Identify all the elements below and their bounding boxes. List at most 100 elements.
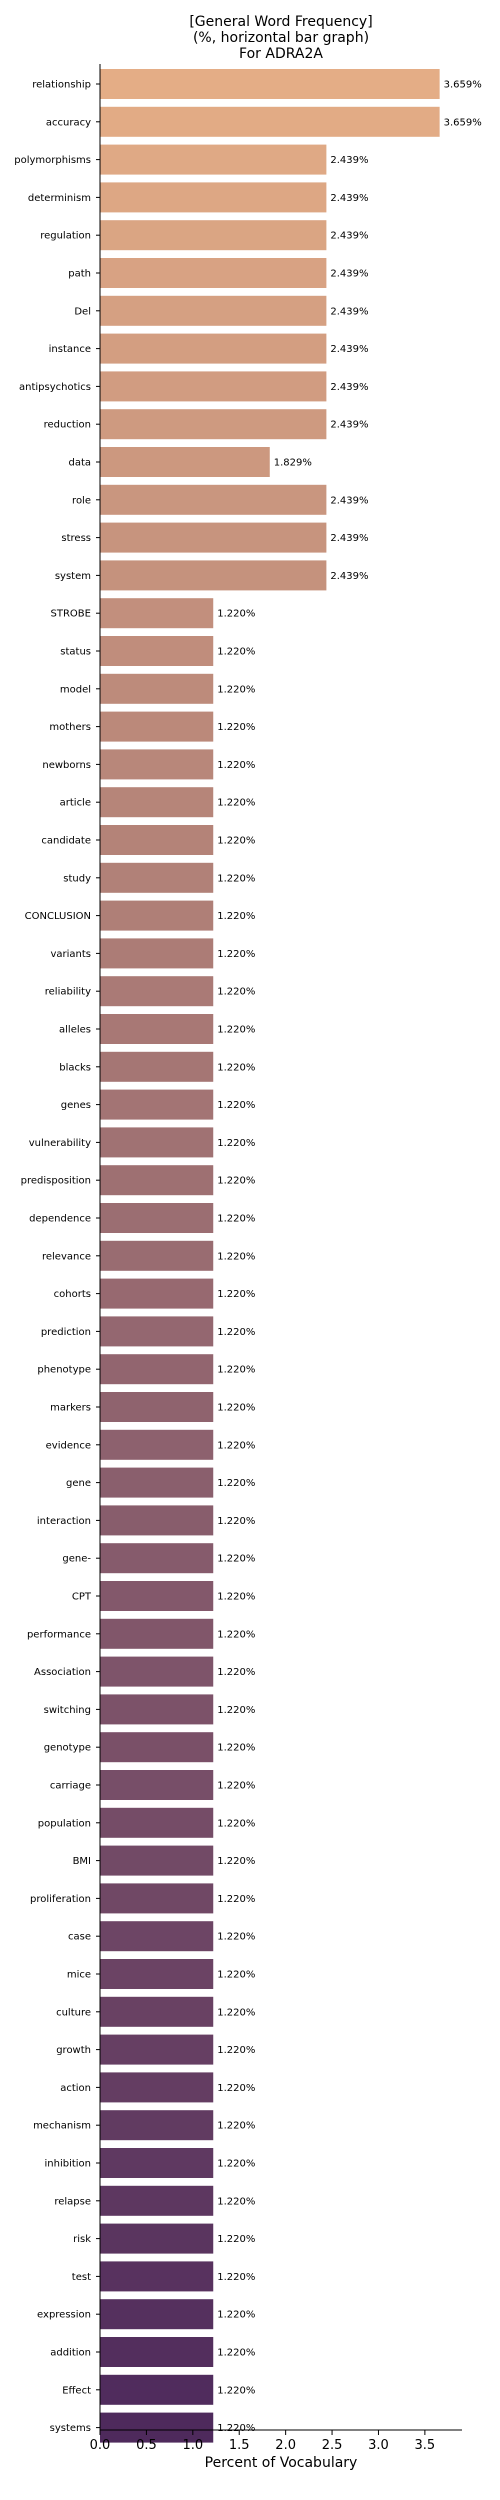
- category-label: prediction: [41, 1327, 91, 1338]
- category-label: evidence: [46, 1440, 91, 1451]
- bar: [100, 900, 214, 931]
- category-label: accuracy: [46, 117, 91, 128]
- data-label: 1.220%: [217, 2196, 255, 2207]
- bar: [100, 1770, 214, 1800]
- category-label: vulnerability: [29, 1138, 91, 1149]
- data-label: 1.829%: [274, 458, 312, 469]
- data-label: 2.439%: [330, 533, 368, 544]
- data-label: 2.439%: [330, 571, 368, 582]
- data-label: 1.220%: [217, 722, 255, 733]
- bar: [100, 862, 214, 893]
- category-label: addition: [50, 2348, 91, 2359]
- bar: [100, 1467, 214, 1498]
- data-label: 3.659%: [444, 117, 482, 128]
- data-label: 1.220%: [217, 1932, 255, 1943]
- bar: [100, 1543, 214, 1574]
- x-tick-label: 3.5: [415, 2438, 436, 2453]
- bar: [100, 258, 327, 288]
- data-label: 1.220%: [217, 760, 255, 771]
- data-label: 1.220%: [217, 2234, 255, 2245]
- data-label: 1.220%: [217, 2348, 255, 2359]
- category-label: blacks: [59, 1062, 91, 1073]
- bar: [100, 2110, 214, 2141]
- category-label: polymorphisms: [14, 155, 91, 166]
- data-label: 1.220%: [217, 1176, 255, 1187]
- bar: [100, 2185, 214, 2216]
- data-label: 1.220%: [217, 1403, 255, 1414]
- bar: [100, 976, 214, 1007]
- x-tick-label: 2.5: [322, 2438, 343, 2453]
- data-label: 1.220%: [217, 1062, 255, 1073]
- category-label: relevance: [42, 1251, 91, 1262]
- x-axis-title: Percent of Vocabulary: [205, 2455, 358, 2471]
- bar: [100, 938, 214, 969]
- data-label: 1.220%: [217, 1667, 255, 1678]
- data-label: 1.220%: [217, 1289, 255, 1300]
- category-label: reduction: [44, 420, 91, 431]
- category-label: variants: [50, 949, 91, 960]
- data-label: 1.220%: [217, 1365, 255, 1376]
- chart-title-line: (%, horizontal bar graph): [193, 30, 369, 46]
- data-label: 1.220%: [217, 2310, 255, 2321]
- data-label: 1.220%: [217, 1592, 255, 1603]
- bar: [100, 1618, 214, 1649]
- category-label: markers: [50, 1403, 91, 1414]
- bar: [100, 2412, 214, 2443]
- category-label: relationship: [32, 80, 91, 91]
- category-label: performance: [27, 1629, 91, 1640]
- bar: [100, 1959, 214, 1989]
- x-tick-label: 0.5: [136, 2438, 157, 2453]
- data-label: 1.220%: [217, 1818, 255, 1829]
- category-label: candidate: [41, 836, 91, 847]
- data-label: 1.220%: [217, 1856, 255, 1867]
- category-label: model: [60, 684, 91, 695]
- data-label: 1.220%: [217, 1705, 255, 1716]
- data-label: 1.220%: [217, 1214, 255, 1225]
- data-label: 1.220%: [217, 2045, 255, 2056]
- category-label: action: [60, 2083, 91, 2094]
- category-label: instance: [49, 344, 91, 355]
- bar: [100, 598, 214, 629]
- data-label: 2.439%: [330, 420, 368, 431]
- data-label: 1.220%: [217, 609, 255, 620]
- category-label: case: [68, 1932, 91, 1943]
- category-label: growth: [56, 2045, 91, 2056]
- bar: [100, 371, 327, 402]
- data-label: 1.220%: [217, 1138, 255, 1149]
- category-label: status: [60, 647, 91, 658]
- category-label: cohorts: [54, 1289, 91, 1300]
- data-label: 1.220%: [217, 2423, 255, 2434]
- x-axis: 0.0 0.5 1.0 1.5 2.0 2.5 3.0 3.5 Percent of Vocab…: [90, 64, 462, 2471]
- category-label: alleles: [59, 1025, 91, 1036]
- data-label: 1.220%: [217, 1781, 255, 1792]
- bar: [100, 2034, 214, 2065]
- bar: [100, 1316, 214, 1347]
- bar: [100, 1203, 214, 1233]
- bar: [100, 673, 214, 704]
- bar: [100, 2261, 214, 2292]
- x-tick-label: 1.5: [229, 2438, 250, 2453]
- bar: [100, 106, 440, 137]
- category-label: predisposition: [21, 1176, 91, 1187]
- bar: [100, 2148, 214, 2178]
- bar: [100, 333, 327, 364]
- data-label: 1.220%: [217, 1554, 255, 1565]
- bar: [100, 1089, 214, 1120]
- bar: [100, 2374, 214, 2405]
- bar: [100, 1921, 214, 1952]
- category-label: expression: [37, 2310, 91, 2321]
- category-label: mothers: [49, 722, 91, 733]
- bar: [100, 522, 327, 553]
- category-label: article: [60, 798, 91, 809]
- bar: [100, 1429, 214, 1460]
- data-label: 1.220%: [217, 1894, 255, 1905]
- bar: [100, 749, 214, 780]
- category-label: gene-: [62, 1554, 91, 1565]
- data-label: 2.439%: [330, 306, 368, 317]
- category-label: population: [38, 1818, 91, 1829]
- category-label: determinism: [28, 193, 91, 204]
- bar: [100, 1165, 214, 1196]
- chart-title-line: For ADRA2A: [239, 46, 323, 62]
- category-label: BMI: [73, 1856, 91, 1867]
